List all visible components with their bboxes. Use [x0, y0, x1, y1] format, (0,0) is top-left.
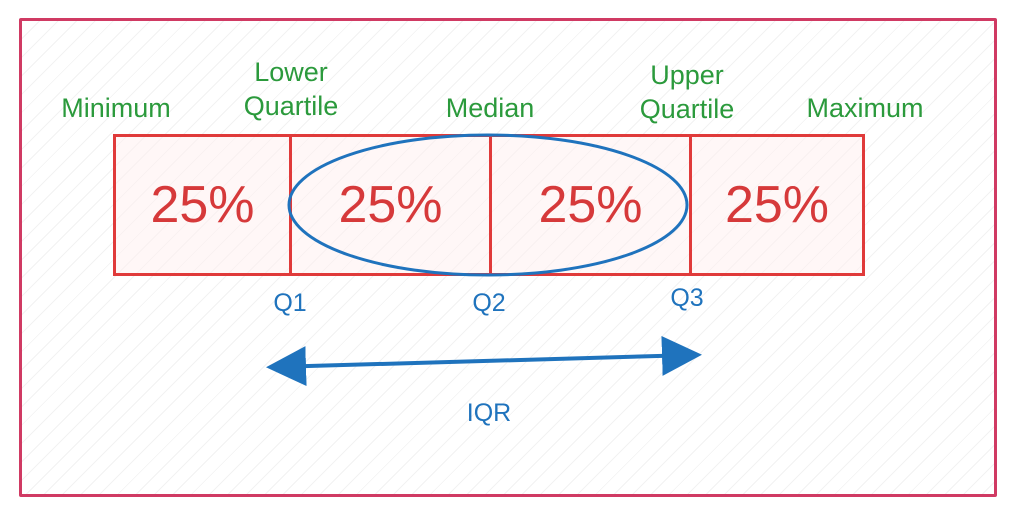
segment-1: 25%: [113, 134, 289, 276]
segment-2: 25%: [289, 134, 489, 276]
maximum-label: Maximum: [806, 93, 924, 123]
lower-quartile-label-line2: Quartile: [243, 91, 339, 121]
lower-quartile-label: Lower Quartile: [228, 55, 354, 123]
upper-quartile-label-line2: Quartile: [639, 94, 735, 124]
q3-marker: Q3: [670, 284, 704, 312]
segment-3: 25%: [489, 134, 689, 276]
q1-marker: Q1: [273, 289, 307, 317]
iqr-label: IQR: [466, 399, 512, 427]
segment-4: 25%: [689, 134, 865, 276]
lower-quartile-label-line1: Lower: [254, 57, 328, 87]
upper-quartile-label: Upper Quartile: [624, 58, 750, 126]
minimum-label: Minimum: [61, 93, 171, 123]
q2-marker: Q2: [472, 289, 506, 317]
quartile-box: 25% 25% 25% 25%: [113, 134, 865, 276]
median-label: Median: [445, 93, 535, 123]
upper-quartile-label-line1: Upper: [650, 60, 724, 90]
